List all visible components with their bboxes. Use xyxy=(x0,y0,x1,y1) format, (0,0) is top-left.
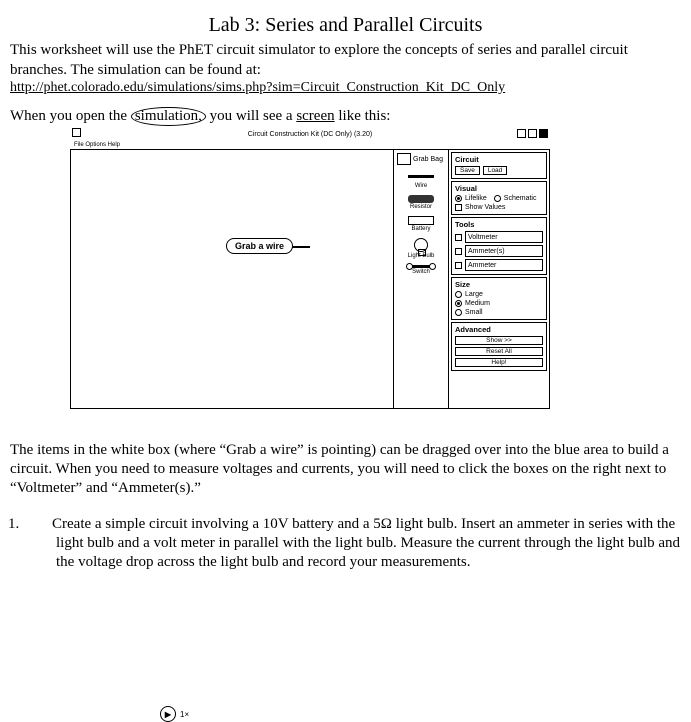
sim-body: Grab a wire Grab Bag Wire Resistor Batte… xyxy=(70,149,550,409)
label-small: Small xyxy=(465,309,483,316)
radio-small[interactable] xyxy=(455,309,462,316)
explain-paragraph: The items in the white box (where “Grab … xyxy=(10,441,681,497)
grab-bag-icon[interactable] xyxy=(397,153,411,165)
label-ammeter: Ammeter xyxy=(465,259,543,271)
check-ammeter[interactable] xyxy=(455,262,462,269)
label-schematic: Schematic xyxy=(504,195,537,202)
label-ammeters: Ammeter(s) xyxy=(465,245,543,257)
palette-wire[interactable]: Wire xyxy=(394,168,448,192)
panel-size: Size Large Medium Small xyxy=(451,277,547,320)
show-button[interactable]: Show >> xyxy=(455,336,543,345)
panel-circuit: Circuit Save Load xyxy=(451,152,547,179)
question-number: 1. xyxy=(32,515,52,534)
circuit-canvas[interactable]: Grab a wire xyxy=(71,150,393,408)
wire-icon xyxy=(408,175,434,178)
panel-advanced-title: Advanced xyxy=(455,325,543,334)
panel-tools-title: Tools xyxy=(455,220,543,229)
grab-a-wire-callout: Grab a wire xyxy=(226,238,293,254)
min-icon[interactable] xyxy=(517,129,526,138)
panel-tools: Tools Voltmeter Ammeter(s) Ammeter xyxy=(451,217,547,275)
label-show-values: Show Values xyxy=(465,204,505,211)
play-button[interactable]: ▶ xyxy=(160,706,176,722)
pre-sim-line: When you open the simulation, you will s… xyxy=(10,108,681,125)
java-icon xyxy=(72,128,81,137)
question-text: Create a simple circuit involving a 10V … xyxy=(52,516,680,570)
load-button[interactable]: Load xyxy=(483,166,507,175)
window-titlebar: Circuit Construction Kit (DC Only) (3.20… xyxy=(70,127,550,141)
panel-size-title: Size xyxy=(455,280,543,289)
pre-sim-3: like this: xyxy=(338,108,390,124)
radio-lifelike[interactable] xyxy=(455,195,462,202)
label-voltmeter: Voltmeter xyxy=(465,231,543,243)
sim-url[interactable]: http://phet.colorado.edu/simulations/sim… xyxy=(10,80,681,96)
check-show-values[interactable] xyxy=(455,204,462,211)
question-1: 1.Create a simple circuit involving a 10… xyxy=(10,515,681,571)
palette-resistor[interactable]: Resistor xyxy=(394,192,448,213)
switch-icon xyxy=(408,265,434,268)
label-medium: Medium xyxy=(465,300,490,307)
page-title: Lab 3: Series and Parallel Circuits xyxy=(10,14,681,37)
panel-visual: Visual Lifelike Schematic Show Values xyxy=(451,181,547,215)
save-button[interactable]: Save xyxy=(455,166,480,175)
radio-schematic[interactable] xyxy=(494,195,501,202)
battery-icon xyxy=(408,216,434,225)
battery-label: Battery xyxy=(411,226,430,232)
max-icon[interactable] xyxy=(528,129,537,138)
palette-lightbulb[interactable]: Light Bulb xyxy=(394,235,448,262)
panel-visual-title: Visual xyxy=(455,184,543,193)
resistor-label: Resistor xyxy=(410,204,432,210)
pre-sim-2: you will see a xyxy=(210,108,293,124)
lightbulb-icon xyxy=(414,238,428,252)
grab-bag-label: Grab Bag xyxy=(413,156,443,163)
close-icon[interactable] xyxy=(539,129,548,138)
component-palette: Grab Bag Wire Resistor Battery Light Bul… xyxy=(393,150,449,408)
check-voltmeter[interactable] xyxy=(455,234,462,241)
help-button[interactable]: Help! xyxy=(455,358,543,367)
label-lifelike: Lifelike xyxy=(465,195,487,202)
reset-button[interactable]: Reset All xyxy=(455,347,543,356)
radio-large[interactable] xyxy=(455,291,462,298)
underlined-screen: screen xyxy=(296,108,334,124)
panel-advanced: Advanced Show >> Reset All Help! xyxy=(451,322,547,371)
switch-label: Switch xyxy=(412,269,430,275)
simulator-screenshot: Circuit Construction Kit (DC Only) (3.20… xyxy=(70,127,550,409)
circled-simulation: simulation, xyxy=(131,107,206,126)
check-ammeters[interactable] xyxy=(455,248,462,255)
side-panels: Circuit Save Load Visual Lifelike Schema… xyxy=(449,150,549,408)
speed-label: 1× xyxy=(180,710,189,719)
palette-battery[interactable]: Battery xyxy=(394,213,448,235)
radio-medium[interactable] xyxy=(455,300,462,307)
wire-label: Wire xyxy=(415,183,427,189)
window-title: Circuit Construction Kit (DC Only) (3.20… xyxy=(248,131,372,138)
palette-switch[interactable]: Switch xyxy=(394,262,448,278)
play-controls: ▶ 1× xyxy=(160,706,189,722)
label-large: Large xyxy=(465,291,483,298)
intro-text: This worksheet will use the PhET circuit… xyxy=(10,41,681,80)
resistor-icon xyxy=(408,195,434,203)
menu-bar[interactable]: File Options Help xyxy=(70,141,550,149)
panel-circuit-title: Circuit xyxy=(455,155,543,164)
pre-sim-1: When you open the xyxy=(10,108,127,124)
